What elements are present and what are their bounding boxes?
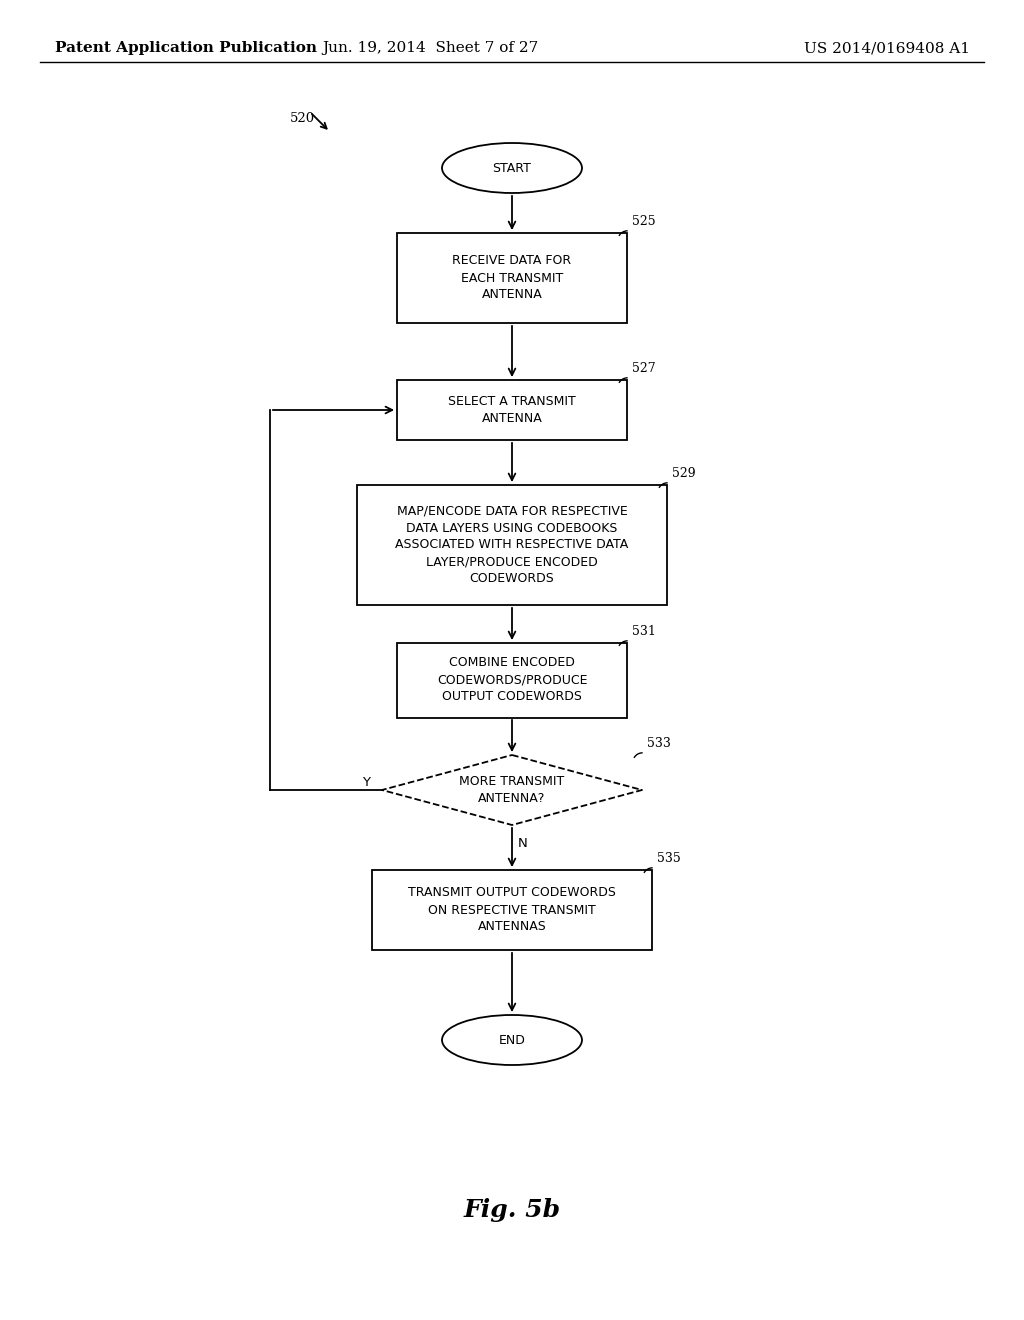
Text: 525: 525 (632, 215, 655, 228)
Text: US 2014/0169408 A1: US 2014/0169408 A1 (804, 41, 970, 55)
Bar (397, 643, 627, 718)
Bar (357, 484, 667, 605)
Text: N: N (518, 837, 527, 850)
Text: Jun. 19, 2014  Sheet 7 of 27: Jun. 19, 2014 Sheet 7 of 27 (322, 41, 539, 55)
Text: Fig. 5b: Fig. 5b (464, 1199, 560, 1222)
Text: 520: 520 (290, 111, 315, 124)
Text: SELECT A TRANSMIT
ANTENNA: SELECT A TRANSMIT ANTENNA (449, 395, 575, 425)
Text: MAP/ENCODE DATA FOR RESPECTIVE
DATA LAYERS USING CODEBOOKS
ASSOCIATED WITH RESPE: MAP/ENCODE DATA FOR RESPECTIVE DATA LAYE… (395, 504, 629, 586)
Text: Y: Y (362, 776, 370, 788)
Text: TRANSMIT OUTPUT CODEWORDS
ON RESPECTIVE TRANSMIT
ANTENNAS: TRANSMIT OUTPUT CODEWORDS ON RESPECTIVE … (408, 887, 616, 933)
Bar (372, 870, 652, 950)
Text: 535: 535 (657, 851, 681, 865)
Bar (397, 234, 627, 323)
Text: MORE TRANSMIT
ANTENNA?: MORE TRANSMIT ANTENNA? (460, 775, 564, 805)
Text: RECEIVE DATA FOR
EACH TRANSMIT
ANTENNA: RECEIVE DATA FOR EACH TRANSMIT ANTENNA (453, 255, 571, 301)
Text: 529: 529 (672, 467, 695, 480)
Text: END: END (499, 1034, 525, 1047)
Text: 531: 531 (632, 624, 656, 638)
Polygon shape (382, 755, 642, 825)
Text: 533: 533 (647, 737, 671, 750)
Ellipse shape (442, 143, 582, 193)
Text: 527: 527 (632, 362, 655, 375)
Bar (397, 380, 627, 440)
Text: COMBINE ENCODED
CODEWORDS/PRODUCE
OUTPUT CODEWORDS: COMBINE ENCODED CODEWORDS/PRODUCE OUTPUT… (437, 656, 587, 704)
Text: START: START (493, 161, 531, 174)
Ellipse shape (442, 1015, 582, 1065)
Text: Patent Application Publication: Patent Application Publication (55, 41, 317, 55)
